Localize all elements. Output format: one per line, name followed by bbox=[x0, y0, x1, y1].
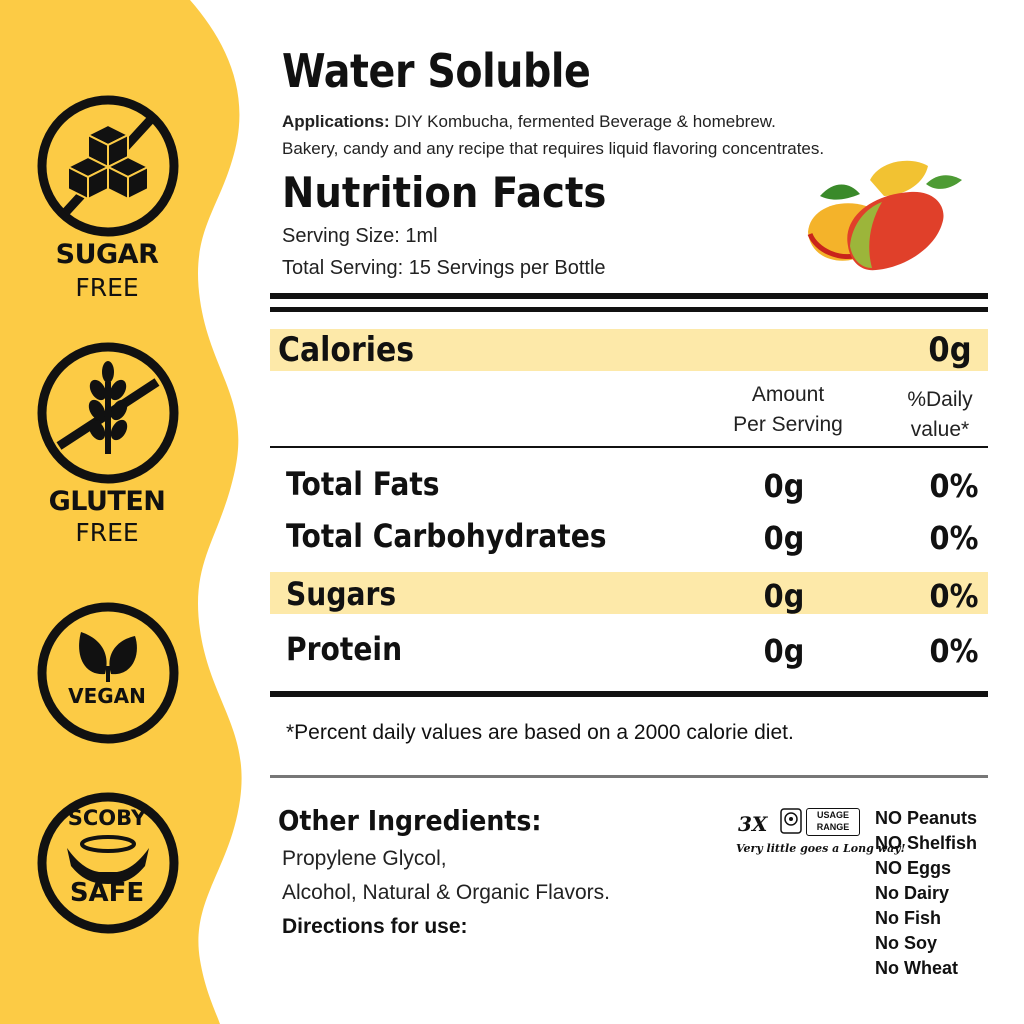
amount-header-line-1: Amount bbox=[751, 383, 825, 406]
row-daily-sugars: 0% bbox=[929, 577, 979, 615]
applications-label: Applications: bbox=[282, 112, 390, 131]
allergen-item: NO Eggs bbox=[875, 858, 952, 878]
wheat-icon bbox=[37, 342, 179, 484]
sugars-highlight bbox=[270, 572, 988, 614]
usage-multiplier: 3X bbox=[738, 812, 768, 836]
divider-thick bbox=[270, 691, 988, 697]
calories-label: Calories bbox=[278, 330, 415, 370]
applications-text: Applications: DIY Kombucha, fermented Be… bbox=[282, 108, 824, 162]
badge-label-main: VEGAN bbox=[68, 684, 146, 708]
row-amount-total-carbohydrates: 0g bbox=[763, 519, 805, 557]
allergen-list: NO Peanuts NO Shelfish NO Eggs No Dairy … bbox=[875, 806, 977, 981]
row-amount-protein: 0g bbox=[763, 632, 805, 670]
usage-range-badge: 3X USAGE RANGE Very little goes a Long w… bbox=[736, 806, 905, 862]
sugar-cubes-icon bbox=[37, 95, 179, 237]
daily-value-footnote: *Percent daily values are based on a 200… bbox=[286, 721, 794, 744]
mango-image bbox=[807, 160, 962, 271]
wavy-yellow-panel bbox=[0, 0, 242, 1024]
usage-range-box: USAGE RANGE bbox=[806, 808, 860, 836]
ingredients-list: Propylene Glycol, Alcohol, Natural & Org… bbox=[282, 842, 610, 910]
allergen-item: No Fish bbox=[875, 908, 941, 928]
badge-label-main: SUGAR bbox=[55, 239, 159, 270]
other-ingredients-heading: Other Ingredients: bbox=[278, 804, 542, 837]
row-label-sugars: Sugars bbox=[286, 575, 397, 613]
row-label-protein: Protein bbox=[286, 630, 403, 668]
row-label-total-carbohydrates: Total Carbohydrates bbox=[286, 517, 607, 555]
calories-highlight bbox=[270, 329, 988, 371]
ingredient-line: Propylene Glycol, bbox=[282, 847, 447, 870]
daily-header-line-2: value* bbox=[910, 418, 970, 441]
nutrition-facts-title: Nutrition Facts bbox=[282, 168, 607, 217]
row-daily-total-fats: 0% bbox=[929, 467, 979, 505]
serving-size: Serving Size: 1ml bbox=[282, 225, 438, 247]
daily-header-line-1: %Daily bbox=[907, 388, 973, 411]
serving-info: Serving Size: 1ml Total Serving: 15 Serv… bbox=[282, 220, 606, 284]
feature-sidebar: SUGAR FREE GLUTEN FREE bbox=[0, 0, 260, 1024]
row-amount-total-fats: 0g bbox=[763, 467, 805, 505]
amount-header-line-2: Per Serving bbox=[733, 413, 843, 436]
usage-text-line-1: USAGE bbox=[816, 810, 849, 820]
allergen-item: NO Shelfish bbox=[875, 833, 978, 853]
leaves-icon bbox=[37, 602, 179, 744]
applications-line-1: DIY Kombucha, fermented Beverage & homeb… bbox=[389, 112, 776, 131]
total-serving: Total Serving: 15 Servings per Bottle bbox=[282, 257, 606, 279]
divider-thin bbox=[270, 446, 988, 448]
badge-label-sub: SAFE bbox=[69, 878, 145, 908]
row-amount-sugars: 0g bbox=[763, 577, 805, 615]
row-daily-protein: 0% bbox=[929, 632, 979, 670]
badge-label-main: SCOBY bbox=[67, 806, 147, 830]
product-title: Water Soluble bbox=[282, 44, 591, 98]
amount-column-header: Amount Per Serving bbox=[708, 380, 868, 440]
scoby-hands-icon bbox=[37, 792, 179, 934]
daily-value-column-header: %Daily value* bbox=[890, 385, 990, 445]
usage-text-line-2: RANGE bbox=[816, 822, 850, 832]
usage-tagline: Very little goes a Long way! bbox=[736, 842, 906, 855]
badge-label-sub: FREE bbox=[75, 518, 139, 547]
divider-thick bbox=[270, 307, 988, 312]
calories-value: 0g bbox=[928, 330, 972, 370]
directions-label: Directions for use: bbox=[282, 915, 468, 938]
divider-thick bbox=[270, 293, 988, 299]
row-label-total-fats: Total Fats bbox=[286, 465, 440, 503]
allergen-item: No Wheat bbox=[875, 958, 958, 978]
allergen-item: No Soy bbox=[875, 933, 938, 953]
badge-label-sub: FREE bbox=[75, 273, 139, 302]
nutrition-panel: Water Soluble Applications: DIY Kombucha… bbox=[270, 0, 990, 1024]
badge-label-main: GLUTEN bbox=[48, 486, 166, 517]
applications-line-2: Bakery, candy and any recipe that requir… bbox=[282, 139, 825, 158]
allergen-item: NO Peanuts bbox=[875, 808, 978, 828]
ingredient-line: Alcohol, Natural & Organic Flavors. bbox=[282, 881, 610, 904]
divider-gray bbox=[270, 775, 988, 778]
potency-icon bbox=[780, 808, 802, 834]
allergen-item: No Dairy bbox=[875, 883, 950, 903]
row-daily-total-carbohydrates: 0% bbox=[929, 519, 979, 557]
